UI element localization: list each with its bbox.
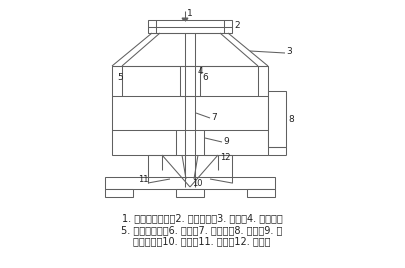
Text: 12: 12 (220, 152, 230, 162)
Text: 3: 3 (286, 47, 292, 57)
Text: 1: 1 (187, 9, 193, 18)
Text: 2: 2 (234, 20, 240, 29)
Text: 5. 定子加药斗；6. 套筒；7. 中空轴；8. 槽体；9. 入: 5. 定子加药斗；6. 套筒；7. 中空轴；8. 槽体；9. 入 (122, 225, 283, 235)
Polygon shape (182, 18, 188, 23)
Text: 10: 10 (192, 178, 202, 188)
Text: 6: 6 (202, 73, 208, 81)
Text: 7: 7 (211, 114, 217, 122)
Bar (105, 177, 275, 189)
Text: 8: 8 (288, 114, 294, 124)
Text: 9: 9 (223, 137, 229, 147)
Bar (112, 66, 268, 155)
Text: 1. 中空轴加药斗；2. 大皮带轮；3. 机架；4. 进气孔；: 1. 中空轴加药斗；2. 大皮带轮；3. 机架；4. 进气孔； (122, 213, 282, 223)
Bar (105, 189, 133, 197)
Bar (268, 91, 286, 147)
Text: 5: 5 (117, 73, 123, 83)
Bar (148, 20, 232, 33)
Text: 4: 4 (198, 66, 204, 76)
Text: 料循环筒；10. 叶轮；11. 定子；12. 稳流板: 料循环筒；10. 叶轮；11. 定子；12. 稳流板 (133, 236, 271, 246)
Bar (247, 189, 275, 197)
Bar (180, 66, 200, 96)
Text: 11: 11 (138, 174, 149, 184)
Bar (176, 189, 204, 197)
